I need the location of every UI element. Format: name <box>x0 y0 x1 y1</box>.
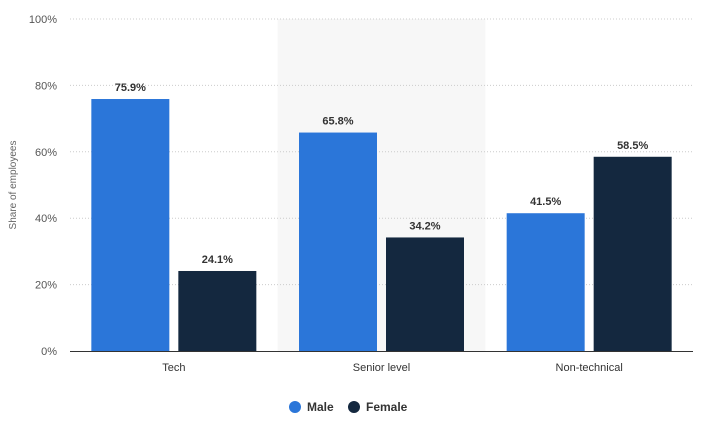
y-axis-title: Share of employees <box>8 141 19 230</box>
data-label: 34.2% <box>409 220 440 232</box>
y-tick-label: 40% <box>35 213 57 225</box>
bar-male-non-technical[interactable] <box>506 213 585 351</box>
y-tick-label: 60% <box>35 147 57 159</box>
bar-female-senior-level[interactable] <box>386 237 464 351</box>
category-label: Tech <box>162 362 185 374</box>
bar-female-non-technical[interactable] <box>593 156 672 351</box>
data-label: 75.9% <box>115 82 146 94</box>
category-label: Non-technical <box>556 362 623 374</box>
data-label: 24.1% <box>202 254 233 266</box>
bar-female-tech[interactable] <box>178 270 257 351</box>
category-label: Senior level <box>353 362 410 374</box>
legend-item-female[interactable]: Female <box>348 400 408 414</box>
y-tick-label: 80% <box>35 80 57 92</box>
legend-marker-female <box>348 401 360 413</box>
y-tick-labels: 0% 20% 40% 60% 80% 100% <box>29 14 57 358</box>
data-label: 41.5% <box>530 196 561 208</box>
bar-male-senior-level[interactable] <box>299 132 377 351</box>
y-tick-label: 20% <box>35 280 57 292</box>
legend-marker-male <box>289 401 301 413</box>
legend: Male Female <box>289 400 408 414</box>
data-label: 65.8% <box>322 116 353 128</box>
legend-item-male[interactable]: Male <box>289 400 334 414</box>
legend-label-male: Male <box>307 400 334 414</box>
y-tick-label: 0% <box>41 346 57 358</box>
data-label: 58.5% <box>617 140 648 152</box>
gridlines <box>70 18 693 286</box>
bars <box>91 99 672 352</box>
bar-male-tech[interactable] <box>91 99 170 352</box>
category-labels: Tech Senior level Non-technical <box>162 362 623 374</box>
legend-label-female: Female <box>366 400 408 414</box>
data-labels: 75.9% 24.1% 65.8% 34.2% 41.5% 58.5% <box>115 82 649 266</box>
y-tick-label: 100% <box>29 14 57 26</box>
